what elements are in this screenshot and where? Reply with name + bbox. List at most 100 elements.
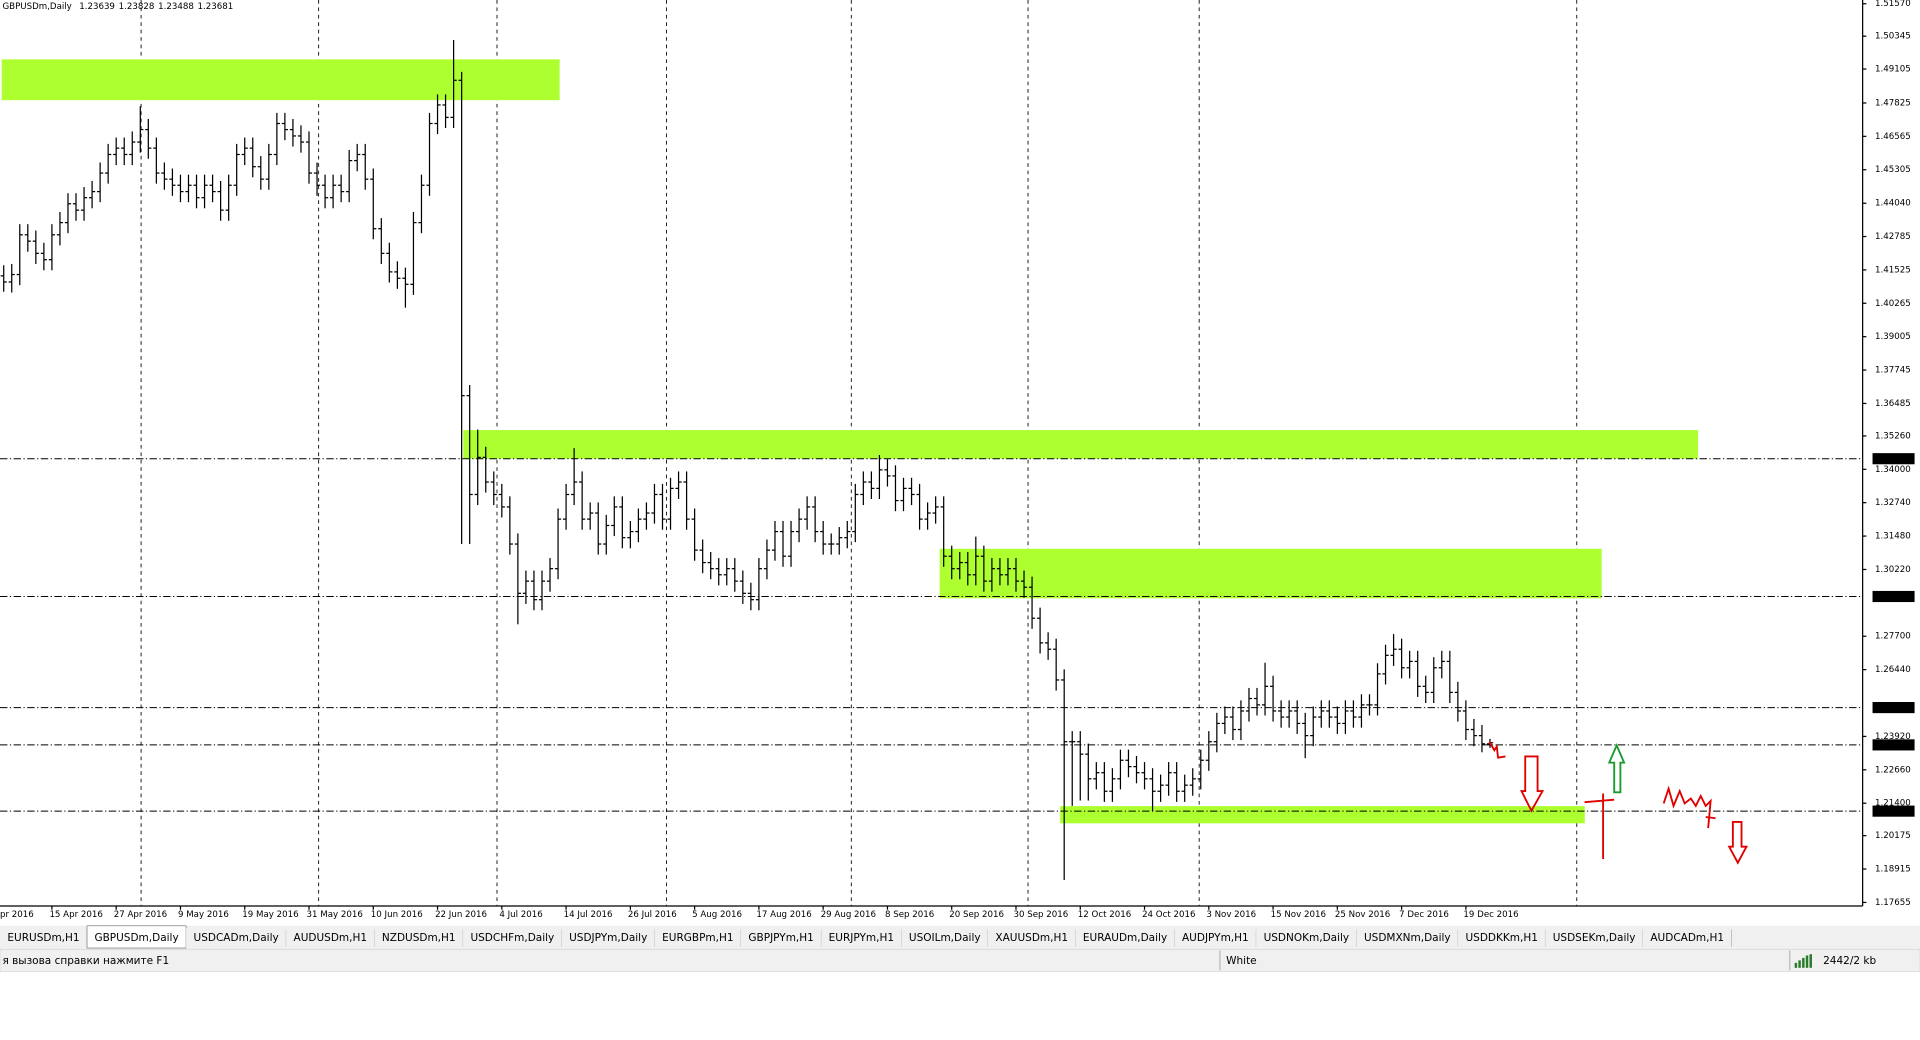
y-tick-label: 1.51570 <box>1875 0 1911 9</box>
tab-label: EURGBPm,H1 <box>662 932 733 944</box>
x-tick-label: 8 Sep 2016 <box>885 910 934 920</box>
y-tick-label: 1.44040 <box>1875 199 1911 209</box>
price-label: 1.34400 <box>1875 454 1911 464</box>
tab[interactable] <box>1075 928 1175 949</box>
x-tick-label: 9 May 2016 <box>178 910 229 920</box>
y-tick-label: 1.20175 <box>1875 831 1911 841</box>
bars <box>0 40 1494 881</box>
y-tick-label: 1.31480 <box>1875 532 1911 542</box>
tab-label: GBPJPYm,H1 <box>748 932 813 944</box>
tab[interactable] <box>1174 928 1257 949</box>
x-tick-label: 24 Oct 2016 <box>1142 910 1195 920</box>
connection-icon <box>1794 954 1812 968</box>
tab-label: AUDUSDm,H1 <box>294 932 368 944</box>
tab[interactable] <box>988 928 1076 949</box>
price-zone <box>1060 806 1585 824</box>
zones <box>1 59 1699 824</box>
y-tick-label: 1.39005 <box>1875 332 1911 342</box>
y-tick-label: 1.30220 <box>1875 565 1911 575</box>
red-scribble <box>1662 785 1716 829</box>
y-tick-label: 1.34000 <box>1875 465 1911 475</box>
y-tick-label: 1.50345 <box>1875 32 1911 42</box>
green-up-arrow <box>1607 742 1626 794</box>
header-high: 1.23828 <box>119 2 155 12</box>
price-zone <box>1 59 560 101</box>
y-tick-label: 1.47825 <box>1875 98 1911 108</box>
y-tick-label: 1.27700 <box>1875 632 1911 642</box>
price-label: 1.21100 <box>1875 807 1911 817</box>
tab[interactable] <box>740 928 822 949</box>
tab-label: USDNOKm,Daily <box>1264 932 1350 944</box>
tab-label: EURAUDm,Daily <box>1083 932 1167 944</box>
tab-label: AUDJPYm,H1 <box>1182 932 1249 944</box>
tab[interactable] <box>654 928 741 949</box>
chart-background <box>0 0 1920 925</box>
tab-label: EURUSDm,H1 <box>7 932 79 944</box>
header-close: 1.23681 <box>198 2 234 12</box>
y-tick-label: 1.18915 <box>1875 865 1911 875</box>
x-tick-label: 15 Nov 2016 <box>1271 910 1326 920</box>
x-tick-label: 7 Dec 2016 <box>1399 910 1449 920</box>
tab-label: XAUUSDm,H1 <box>995 932 1068 944</box>
y-tick-label: 1.46565 <box>1875 132 1911 142</box>
y-tick-label: 1.22660 <box>1875 765 1911 775</box>
x-tick-label: 22 Jun 2016 <box>435 910 487 920</box>
red-squiggle <box>1488 741 1506 759</box>
y-tick-label: 1.36485 <box>1875 399 1911 409</box>
x-tick-label: 4 Jul 2016 <box>499 910 542 920</box>
tab-label: USDJPYm,Daily <box>569 932 647 944</box>
tab[interactable] <box>1458 928 1546 949</box>
tab[interactable] <box>186 928 287 949</box>
y-tick-label: 1.32740 <box>1875 498 1911 508</box>
price-label-box <box>1872 702 1915 714</box>
red-down-arrow <box>1520 755 1545 813</box>
x-tick-label: 17 Aug 2016 <box>756 910 811 920</box>
tab[interactable] <box>1642 928 1732 949</box>
header-low: 1.23488 <box>158 2 194 12</box>
tab[interactable] <box>463 928 562 949</box>
y-tick-label: 1.41525 <box>1875 265 1911 275</box>
tab-label: USDCHFm,Daily <box>470 932 554 944</box>
tab-label: USDSEKm,Daily <box>1553 932 1636 944</box>
y-tick-label: 1.35260 <box>1875 431 1911 441</box>
x-tick-label: 15 Apr 2016 <box>49 910 102 920</box>
y-tick-label: 1.40265 <box>1875 299 1911 309</box>
x-tick-label: 27 Apr 2016 <box>114 910 167 920</box>
tab[interactable] <box>374 928 464 949</box>
tab[interactable] <box>561 928 655 949</box>
tab[interactable] <box>1356 928 1459 949</box>
header-open: 1.23639 <box>79 2 115 12</box>
tab[interactable] <box>286 928 375 949</box>
tab[interactable] <box>1256 928 1357 949</box>
y-tick-label: 1.49105 <box>1875 65 1911 75</box>
tab[interactable] <box>1545 928 1643 949</box>
tabs: EURUSDm,H1 GBPUSDm,Daily USDCADm,Daily AUDU… <box>0 925 1732 949</box>
status-profile: White <box>1226 955 1257 967</box>
tab[interactable] <box>901 928 989 949</box>
tab-label: USOILm,Daily <box>909 932 981 944</box>
x-tick-label: 25 Nov 2016 <box>1335 910 1390 920</box>
symbol-title: GBPUSDm,Daily <box>2 2 71 12</box>
x-tick-label: pr 2016 <box>0 910 34 920</box>
x-tick-label: 3 Nov 2016 <box>1206 910 1256 920</box>
price-zone <box>463 430 1699 459</box>
price-label-box <box>1872 453 1915 465</box>
x-tick-label: 30 Sep 2016 <box>1014 910 1069 920</box>
tab-label: USDDKKm,H1 <box>1465 932 1537 944</box>
price-label: 1.29200 <box>1875 592 1911 602</box>
chart-header: GBPUSDm,Daily 1.23639 1.23828 1.23488 1.2368… <box>2 2 233 12</box>
x-tick-label: 19 Dec 2016 <box>1463 910 1518 920</box>
tab-label: AUDCADm,H1 <box>1650 932 1724 944</box>
y-tick-label: 1.23920 <box>1875 732 1911 742</box>
x-tick-label: 14 Jul 2016 <box>564 910 613 920</box>
horizontal-lines <box>0 458 1863 812</box>
x-tick-label: 5 Aug 2016 <box>692 910 742 920</box>
red-cross <box>1584 793 1615 860</box>
price-label-box <box>1872 590 1915 603</box>
tab[interactable] <box>821 928 902 949</box>
y-tick-label: 1.45305 <box>1875 165 1911 175</box>
x-tick-label: 12 Oct 2016 <box>1078 910 1131 920</box>
tab[interactable] <box>0 928 88 949</box>
